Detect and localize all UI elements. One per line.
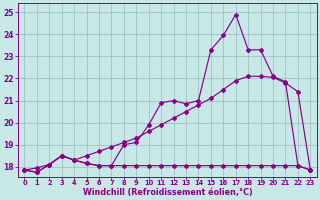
X-axis label: Windchill (Refroidissement éolien,°C): Windchill (Refroidissement éolien,°C) [83, 188, 252, 197]
